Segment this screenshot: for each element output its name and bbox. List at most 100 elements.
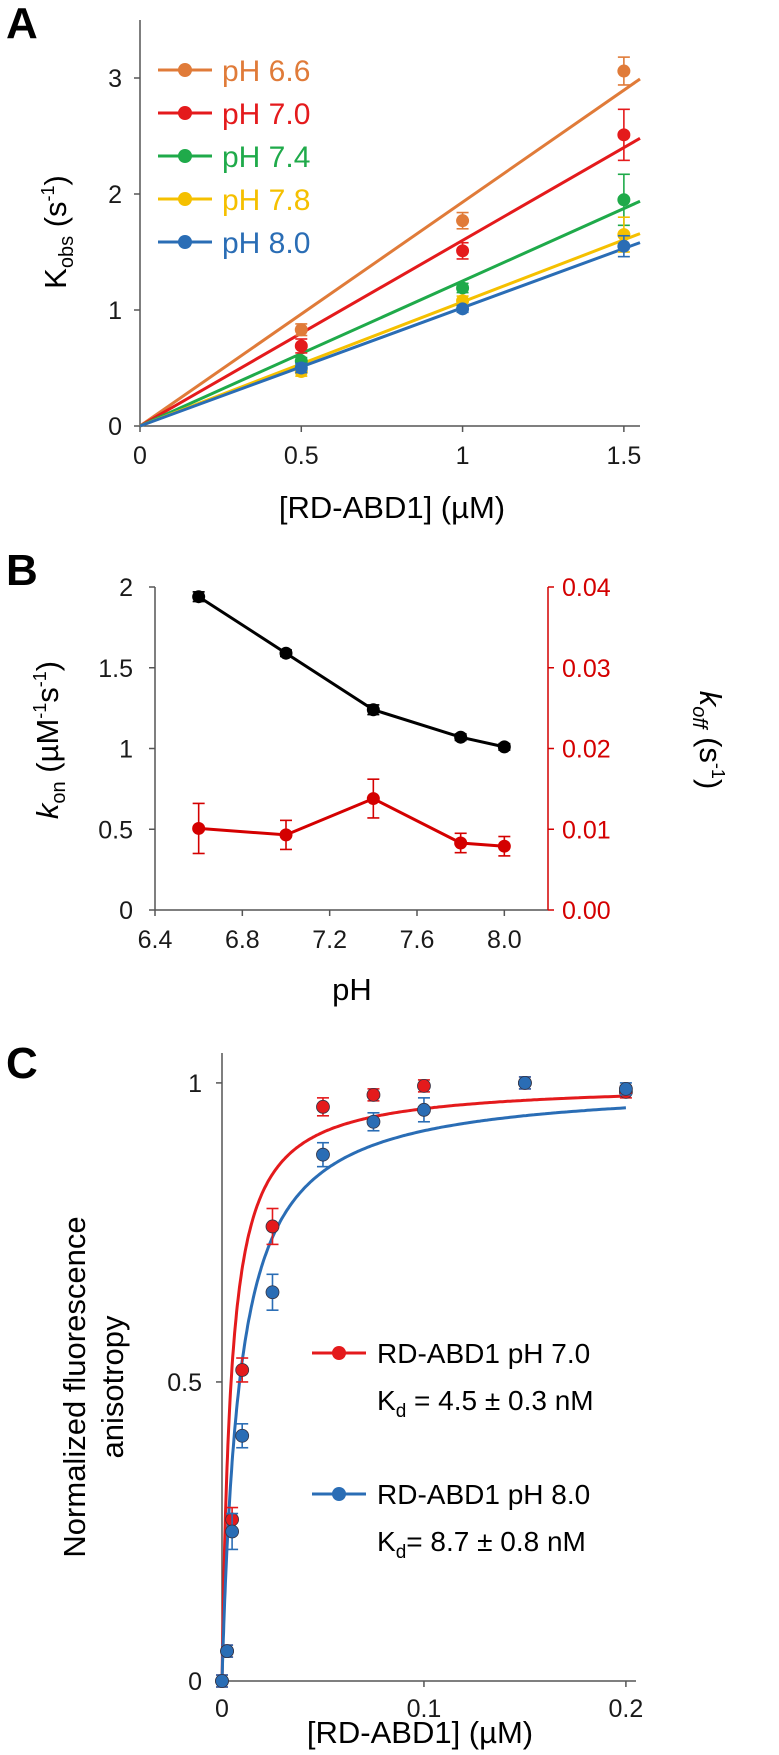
panel-a-y-tick-label: 2 (108, 181, 122, 209)
panel-b-x-tick-label: 7.2 (312, 926, 347, 954)
panel-a-y-tick-label: 3 (108, 65, 122, 93)
panel-c-fit-curve (220, 1094, 626, 1681)
panel-c-letter: C (6, 1039, 38, 1088)
panel-c-data-point (417, 1078, 431, 1093)
panel-a-data-point (294, 323, 308, 337)
panel-c-legend-kd: Kd= 8.7 ± 0.8 nM (377, 1526, 586, 1563)
panel-b-kon-line (197, 595, 505, 749)
panel-a-data-point (617, 128, 631, 142)
panel-b-series (192, 590, 511, 857)
panel-a-data-points (294, 56, 631, 378)
panel-b-left-tick-label: 2 (119, 574, 133, 602)
panel-b-kon-point (366, 703, 380, 717)
panel-a-legend-marker (178, 63, 192, 77)
panel-a-data-point (456, 214, 470, 228)
panel-c-x-tick-label: 0 (215, 1695, 229, 1723)
panel-b-kon-point (279, 646, 293, 660)
panel-b-right-tick-label: 0.01 (562, 816, 611, 844)
panel-c-data-point (417, 1102, 431, 1117)
panel-a-data-point (617, 193, 631, 207)
panel-c-fit-curve (220, 1106, 626, 1681)
panel-b-left-tick-label: 1 (119, 736, 133, 764)
panel-a-data-point (456, 281, 470, 295)
panel-c-data-point (235, 1363, 250, 1377)
panel-c-data-point (619, 1081, 633, 1096)
panel-a-fit-line (139, 137, 641, 428)
panel-b-x-tick-label: 6.8 (225, 926, 260, 954)
panel-a-data-point (456, 302, 470, 316)
panel-b-koff-point (366, 792, 380, 806)
panel-c-legend-kd: Kd = 4.5 ± 0.3 nM (377, 1385, 594, 1422)
panel-a-x-tick-label: 0.5 (284, 442, 319, 470)
panel-a-legend-label: pH 8.0 (222, 227, 310, 260)
panel-b-koff-point (454, 836, 468, 850)
panel-c-x-axis-title: [RD-ABD1] (µM) (307, 1715, 533, 1750)
panel-a-fit-line (139, 77, 641, 428)
panel-c-y-axis-title-line1: Normalized fluorescence (57, 1216, 92, 1557)
panel-a-fit-line (139, 199, 641, 428)
panel-a-legend-label: pH 7.4 (222, 141, 310, 174)
panel-b-kon-point (454, 730, 468, 744)
panel-c-legend-label: RD-ABD1 pH 7.0 (377, 1338, 590, 1369)
panel-a-data-point (456, 244, 470, 258)
panel-c-data-point (316, 1099, 330, 1114)
panel-b-x-tick-label: 7.6 (400, 926, 435, 954)
panel-c-legend: RD-ABD1 pH 7.0 Kd = 4.5 ± 0.3 nM RD-ABD1 p… (312, 1338, 594, 1563)
panel-b-left-tick-label: 1.5 (98, 655, 133, 683)
panel-c-y-tick-label: 0 (188, 1668, 202, 1696)
panel-b-x-tick-label: 8.0 (487, 926, 522, 954)
panel-b-right-axis-title: koff (s-1) (688, 691, 728, 790)
panel-a-letter: A (6, 0, 38, 48)
panel-b-left-tick-label: 0.5 (98, 816, 133, 844)
panel-c-data-point (225, 1524, 239, 1539)
panel-a-x-tick-label: 1 (456, 442, 470, 470)
panel-b-axes: 6.4 6.8 7.2 7.6 8.0 0 0.5 1 1.5 2 0.00 0.01 0.02 0.03… (98, 574, 611, 954)
panel-a-y-tick-label: 1 (108, 297, 122, 325)
panel-a-legend-marker (178, 149, 192, 163)
panel-c-data-point (316, 1147, 330, 1162)
panel-a-data-point (617, 64, 631, 78)
panel-b-letter: B (6, 546, 38, 595)
panel-a-fit-lines (139, 77, 641, 428)
panel-c-data-points (215, 1076, 633, 1688)
panel-c-data-point (235, 1428, 250, 1443)
panel-a-y-tick-label: 0 (108, 413, 122, 441)
panel-b-x-tick-label: 6.4 (138, 926, 173, 954)
panel-a-y-axis-title: Kobs (s-1) (38, 175, 78, 289)
panel-c-x-tick-label: 0.2 (609, 1695, 644, 1723)
panel-b-kon-point (497, 740, 511, 754)
panel-b-left-tick-label: 0 (119, 897, 133, 925)
panel-b-right-tick-label: 0.03 (562, 655, 611, 683)
panel-c-data-point (265, 1285, 280, 1300)
panel-b: B 6.4 6.8 7.2 7.6 8.0 0 0.5 1 1.5 2 0.00 0.01 0.02 0.… (6, 546, 728, 1007)
panel-c-data-point (220, 1644, 234, 1658)
panel-a-data-point (294, 339, 308, 353)
panel-a-legend-label: pH 7.0 (222, 98, 310, 131)
panel-b-right-tick-label: 0.00 (562, 897, 611, 925)
panel-c-data-point (366, 1114, 381, 1129)
panel-b-right-tick-label: 0.02 (562, 736, 611, 764)
panel-c-y-axis-title-line2: anisotropy (95, 1315, 130, 1459)
panel-a-legend-label: pH 6.6 (222, 55, 310, 88)
panel-b-kon-point (192, 590, 206, 604)
panel-a-data-point (294, 361, 308, 375)
panel-a-data-point (617, 239, 631, 253)
panel-b-koff-point (279, 828, 293, 842)
panel-a-legend-label: pH 7.8 (222, 184, 310, 217)
panel-b-x-axis-title: pH (332, 972, 372, 1007)
panel-c: C 0 0.1 0.2 0 0.5 1 RD-ABD1 pH 7.0 Kd = 4.5 ± … (6, 1039, 643, 1750)
panel-c-y-tick-label: 0.5 (167, 1369, 202, 1397)
panel-a-x-axis-title: [RD-ABD1] (µM) (279, 490, 505, 525)
panel-a-fit-line (139, 241, 641, 428)
panel-c-legend-marker (332, 1487, 346, 1501)
panel-c-fit-curves (220, 1094, 626, 1681)
panel-c-x-tick-label: 0.1 (407, 1695, 442, 1723)
panel-c-legend-label: RD-ABD1 pH 8.0 (377, 1479, 590, 1510)
panel-b-koff-point (497, 839, 511, 853)
panel-b-koff-point (192, 821, 206, 835)
panel-a-legend: pH 6.6 pH 7.0 pH 7.4 pH 7.8 pH 8.0 (158, 55, 310, 260)
panel-c-data-point (215, 1674, 229, 1688)
panel-a-axes: 0 0.5 1 1.5 0 1 2 3 (108, 20, 641, 470)
